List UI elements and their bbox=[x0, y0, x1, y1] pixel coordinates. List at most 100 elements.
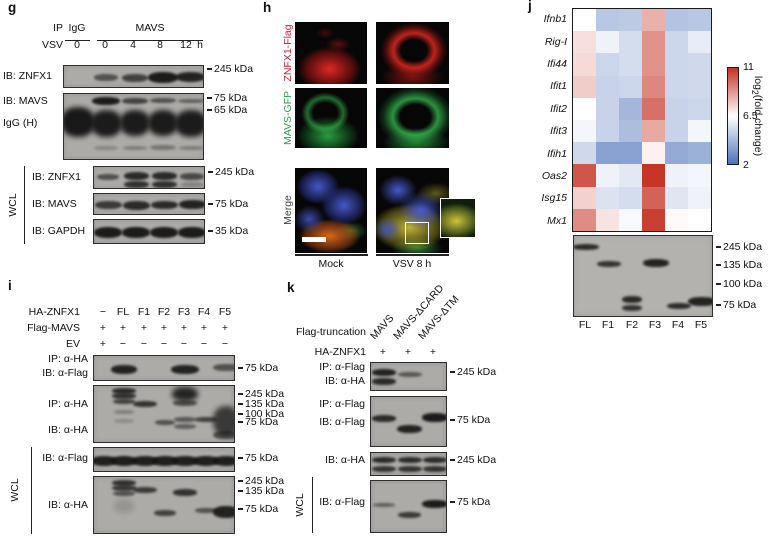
protein-band bbox=[622, 305, 643, 312]
vsv-timepoint: 0 bbox=[102, 39, 108, 51]
mock-underline bbox=[295, 254, 368, 256]
heatmap-cell bbox=[688, 208, 711, 231]
protein-band bbox=[94, 74, 119, 81]
condition-symbol: − bbox=[180, 338, 188, 350]
heatmap-cell bbox=[573, 186, 596, 209]
protein-band bbox=[112, 388, 137, 395]
blot-row-label: IB: α-Flag bbox=[319, 416, 365, 428]
heatmap-cell bbox=[665, 120, 688, 143]
protein-band bbox=[97, 173, 119, 180]
protein-band bbox=[122, 200, 150, 210]
vsv-timepoint: 12 bbox=[180, 39, 192, 51]
blot-ib-ha bbox=[370, 452, 447, 476]
colorbar-tick-label: 2 bbox=[743, 159, 749, 171]
marker-label: 75 kDa bbox=[215, 198, 249, 210]
protein-band bbox=[119, 110, 150, 137]
heatmap-cell bbox=[642, 31, 665, 54]
blot-wcl-ib-ha bbox=[93, 476, 235, 534]
marker-tick bbox=[208, 203, 213, 205]
heatmap-cell bbox=[642, 164, 665, 187]
protein-band bbox=[151, 172, 177, 181]
lane-label: F3 bbox=[648, 319, 662, 331]
row-label-znfx1-flag: ZNFX1-Flag bbox=[282, 24, 294, 82]
condition-symbol: + bbox=[99, 338, 107, 350]
protein-band bbox=[176, 72, 203, 83]
marker-tick bbox=[238, 421, 243, 423]
condition-symbol: + bbox=[160, 322, 168, 334]
row-label-mavs-gfp: MAVS-GFP bbox=[282, 90, 294, 146]
protein-band bbox=[92, 96, 121, 105]
marker-tick bbox=[716, 246, 721, 248]
gene-label: Mx1 bbox=[547, 214, 567, 227]
marker-label: 75 kDa bbox=[245, 362, 279, 374]
ip-row-label: IP bbox=[53, 22, 63, 34]
heatmap-cell bbox=[619, 31, 642, 54]
heatmap-cell bbox=[619, 164, 642, 187]
protein-band bbox=[371, 378, 396, 386]
protein-band bbox=[155, 420, 175, 426]
heatmap-cell bbox=[596, 97, 619, 120]
protein-band bbox=[397, 424, 422, 433]
mavs-underline bbox=[97, 40, 203, 42]
heatmap bbox=[572, 8, 712, 232]
marker-label: 245 kDa bbox=[457, 454, 497, 466]
blot-wcl-mavs bbox=[93, 193, 205, 215]
blot-ip-flag-ib-ha bbox=[370, 362, 447, 391]
protein-band bbox=[150, 201, 178, 209]
blot-ip-flag-ib-flag bbox=[370, 396, 447, 447]
heatmap-cell bbox=[665, 97, 688, 120]
protein-band bbox=[371, 466, 396, 473]
heatmap-cell bbox=[619, 53, 642, 76]
protein-band bbox=[172, 455, 199, 466]
protein-band bbox=[122, 145, 147, 150]
blot-row-label: IB: α-HA bbox=[325, 375, 365, 387]
marker-tick bbox=[208, 171, 213, 173]
protein-band bbox=[397, 466, 422, 473]
marker-label: 75 kDa bbox=[723, 299, 757, 311]
condition-row-label: Flag-MAVS bbox=[27, 322, 80, 334]
protein-band bbox=[149, 145, 176, 151]
wcl-bracket bbox=[312, 477, 314, 533]
protein-band bbox=[180, 172, 204, 180]
blot-row-label: IP: α-HA bbox=[48, 353, 88, 365]
heatmap-cell bbox=[619, 208, 642, 231]
heatmap-cell bbox=[573, 53, 596, 76]
blot-row-label: IB: MAVS bbox=[3, 95, 48, 107]
gene-label: Ifi44 bbox=[547, 58, 567, 70]
protein-band bbox=[397, 457, 422, 464]
marker-tick bbox=[238, 413, 243, 415]
heatmap-cell bbox=[665, 208, 688, 231]
marker-tick bbox=[716, 264, 721, 266]
marker-label: 135 kDa bbox=[245, 398, 285, 410]
heatmap-cell bbox=[665, 164, 688, 187]
protein-band bbox=[90, 109, 122, 137]
heatmap-cell bbox=[665, 186, 688, 209]
marker-label: 75 kDa bbox=[214, 92, 248, 104]
panel-label-g: g bbox=[8, 0, 17, 15]
truncation-name: MAVS bbox=[368, 312, 397, 342]
marker-label: 245 kDa bbox=[723, 241, 763, 253]
heatmap-cell bbox=[596, 208, 619, 231]
protein-band bbox=[173, 489, 198, 497]
protein-band bbox=[194, 507, 217, 513]
confocal-merge-vsv bbox=[376, 168, 449, 253]
heatmap-cell bbox=[619, 186, 642, 209]
protein-band bbox=[152, 455, 178, 466]
protein-band bbox=[212, 455, 234, 466]
heatmap-cell bbox=[596, 120, 619, 143]
ip-group-igg: IgG bbox=[68, 22, 86, 34]
blot-row-label: IP: α-Flag bbox=[319, 361, 365, 373]
blot-wcl-gapdh bbox=[93, 219, 205, 244]
protein-band bbox=[688, 297, 712, 307]
blot-wcl-ib-flag bbox=[370, 480, 447, 533]
marker-label: 75 kDa bbox=[457, 414, 491, 426]
protein-band bbox=[121, 73, 148, 82]
heatmap-cell bbox=[573, 120, 596, 143]
heatmap-cell bbox=[665, 9, 688, 32]
wcl-label: WCL bbox=[9, 478, 21, 502]
blot-row-label: IB: α-Flag bbox=[42, 367, 88, 379]
inset-outline-box bbox=[405, 222, 429, 244]
protein-band bbox=[150, 227, 178, 238]
vsv-timepoint: 0 bbox=[74, 39, 80, 51]
heatmap-cell bbox=[665, 31, 688, 54]
